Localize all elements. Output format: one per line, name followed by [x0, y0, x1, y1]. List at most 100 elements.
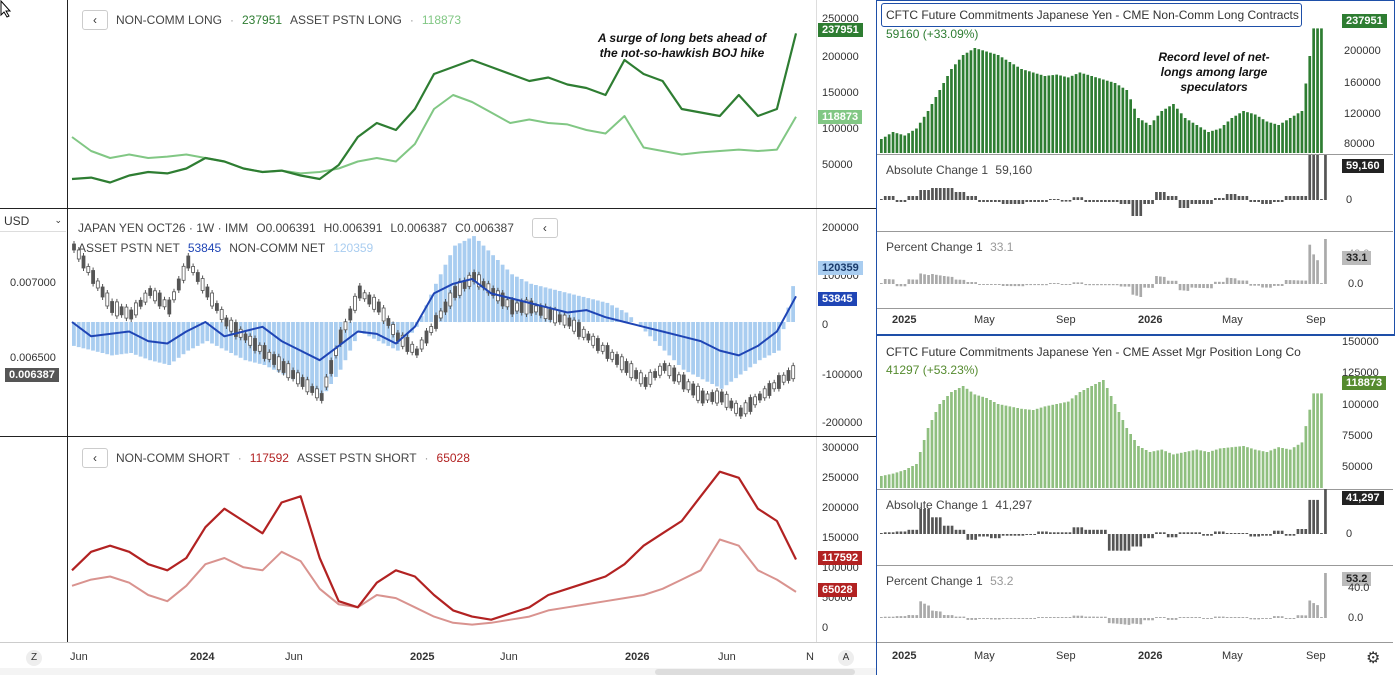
- nc-long-bar: [934, 97, 938, 153]
- ohlc-o-label: O: [256, 221, 266, 235]
- price-candle-body: [553, 309, 558, 324]
- sub-pane-separator: [877, 642, 1393, 643]
- nc-long-bar: [957, 59, 961, 154]
- asset-long-bar: [907, 468, 910, 488]
- asset-long-bar: [883, 475, 887, 488]
- pane-separator[interactable]: [0, 436, 876, 437]
- nc-net-bar: [105, 322, 110, 355]
- asset-long-bar: [1250, 448, 1253, 488]
- abs-change-bar: [1111, 534, 1115, 551]
- pct-change-bar: [1013, 618, 1017, 619]
- scrollbar-track[interactable]: [0, 668, 876, 675]
- nc-net-bar: [386, 322, 391, 346]
- pct-change-bar: [1296, 615, 1300, 618]
- pct-change-bar: [1221, 281, 1225, 284]
- zoom-z-button[interactable]: Z: [26, 650, 42, 666]
- nc-net-bar: [114, 322, 119, 355]
- asset-long-bar: [1168, 452, 1171, 488]
- price-candle-body: [572, 319, 577, 332]
- asset-long-bar: [1059, 403, 1062, 488]
- nc-long-bar: [938, 90, 942, 153]
- auto-scale-button[interactable]: A: [838, 650, 854, 666]
- pct-change-bar: [1194, 617, 1198, 618]
- asset-long-bar: [1164, 451, 1167, 488]
- collapse-legend-button[interactable]: ‹: [531, 218, 558, 238]
- scrollbar-thumb[interactable]: [655, 669, 855, 675]
- pct-change-bar: [919, 601, 922, 618]
- cursor-icon: [0, 0, 12, 18]
- legend-nc-short-value: 117592: [249, 451, 289, 465]
- asset-long-bar: [1269, 450, 1273, 488]
- price-candle-body: [105, 292, 110, 307]
- collapse-legend-button[interactable]: ‹: [82, 448, 108, 468]
- price-candle-body: [410, 343, 415, 353]
- pct-change-bar: [954, 279, 958, 284]
- asset-long-bar: [887, 474, 891, 488]
- nc-long-bar: [883, 136, 887, 153]
- nc-net-bar: [181, 322, 186, 355]
- price-tick: 0.007000: [10, 277, 56, 289]
- abs-change-bar: [1257, 534, 1260, 537]
- settings-gear-icon[interactable]: ⚙: [1366, 650, 1381, 667]
- pct-change-bar: [903, 284, 907, 287]
- pct-change-bar: [1225, 617, 1229, 618]
- price-candle-body: [562, 314, 567, 326]
- nc-net-bar: [772, 322, 776, 353]
- title-box[interactable]: [881, 3, 1302, 27]
- collapse-legend-button[interactable]: ‹: [82, 10, 108, 30]
- mid-legend: ASSET PSTN NET 53845 NON-COMM NET 120359: [78, 241, 373, 255]
- price-candle-body: [205, 286, 210, 298]
- pct-change-bar: [1104, 284, 1107, 286]
- annotation-line: the not-so-hawkish BOJ hike: [599, 46, 765, 60]
- y-tick: 40.0: [1348, 582, 1370, 594]
- price-candle-body: [295, 372, 300, 385]
- ohlc-h-label: H: [323, 221, 333, 235]
- abs-change-bar: [1060, 200, 1064, 202]
- pct-change-bar: [1155, 276, 1158, 284]
- asset-long-bar: [1113, 404, 1117, 488]
- pct-change-bar: [1237, 280, 1241, 284]
- nc-net-bar: [591, 299, 595, 322]
- asset-long-bar: [891, 473, 895, 488]
- nc-long-bar: [1035, 73, 1039, 153]
- nc-long-bar: [973, 48, 977, 153]
- price-candle-body: [233, 322, 238, 337]
- asset-long-bar: [1055, 404, 1058, 488]
- nc-net-bar: [434, 283, 438, 322]
- pane-separator[interactable]: [0, 208, 876, 209]
- abs-change-bar: [1049, 199, 1052, 200]
- asset-long-bar: [1016, 408, 1019, 488]
- pct-change-bar: [1088, 284, 1091, 286]
- price-candle-body: [267, 351, 272, 360]
- abs-change-histogram: [880, 155, 1327, 216]
- price-candle-body: [191, 266, 195, 273]
- abs-change-bar: [1261, 200, 1264, 204]
- abs-change-bar: [919, 190, 922, 200]
- pct-change-bar: [1041, 284, 1044, 286]
- asset-long-bar: [1008, 406, 1012, 488]
- abs-change-bar: [1021, 534, 1025, 536]
- abs-change-bar: [1017, 200, 1021, 204]
- price-candle-body: [300, 377, 305, 387]
- left-chart-area[interactable]: ‹ NON-COMM LONG · 237951 ASSET PSTN LONG…: [0, 0, 876, 675]
- series-line-asset-long: [71, 94, 797, 175]
- abs-change-bar: [1174, 196, 1178, 200]
- abs-change-bar: [1080, 527, 1084, 534]
- nc-long-bar: [1168, 106, 1171, 153]
- price-candle-body: [438, 310, 443, 319]
- asset-long-bar: [1320, 393, 1323, 488]
- price-candle-body: [143, 292, 148, 303]
- asset-long-bar: [1230, 447, 1234, 488]
- abs-change-bar: [907, 196, 911, 200]
- abs-change-bar: [1088, 200, 1091, 202]
- currency-selector[interactable]: USD ⌄: [0, 210, 66, 232]
- nc-long-bar: [1066, 77, 1070, 153]
- pct-change-bar: [907, 615, 911, 618]
- x-axis-label: 2025: [892, 314, 917, 326]
- price-candle-body: [658, 365, 662, 376]
- pct-change-bar: [1214, 281, 1217, 284]
- nc-net-bar: [791, 286, 795, 322]
- pct-change-bar: [982, 618, 985, 619]
- pct-change-bar: [1049, 283, 1052, 284]
- y-tick: 200000: [1344, 45, 1381, 57]
